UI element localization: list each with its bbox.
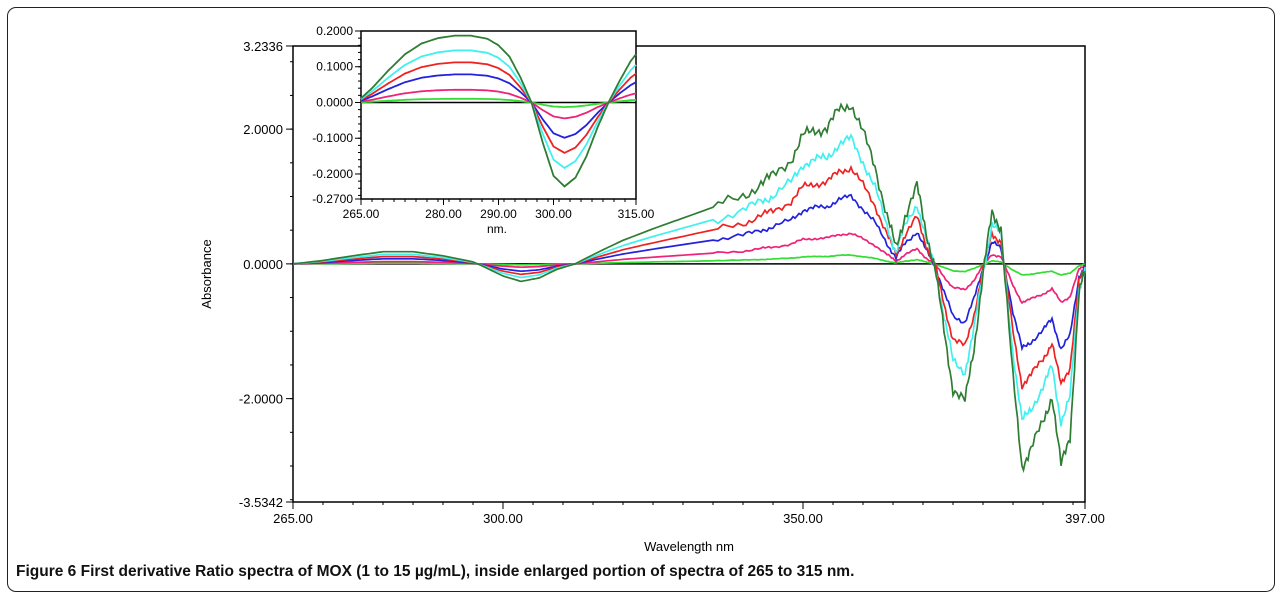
inset-series-line-5 xyxy=(360,88,637,120)
inset-series-group xyxy=(360,34,637,188)
inset-y-tick-label: 0.1000 xyxy=(316,60,353,74)
inset-y-tick-label: -0.2000 xyxy=(312,167,353,181)
x-tick-label: 397.00 xyxy=(1065,511,1105,526)
inset-series-line-4 xyxy=(360,73,637,139)
inset-y-tick-label: -0.2700 xyxy=(312,192,353,206)
inset-series-line-6 xyxy=(360,97,637,109)
y-tick-label: 3.2336 xyxy=(243,39,283,54)
caption-label: Figure 6 xyxy=(16,563,77,580)
main-plot: 265.00 300.00 350.00 397.00 3.2336 2.0000 0.0… xyxy=(199,39,1105,554)
x-tick-label: 265.00 xyxy=(273,511,313,526)
main-y-axis: 3.2336 2.0000 0.0000 -2.0000 -3.5342 xyxy=(239,39,293,510)
inset-x-axis-label: nm. xyxy=(487,222,507,236)
inset-series-line-1 xyxy=(360,34,637,188)
series-line-6 xyxy=(292,254,1085,276)
y-tick-label: 0.0000 xyxy=(243,257,283,272)
series-line-1 xyxy=(292,102,1086,474)
inset-x-tick-label: 290.00 xyxy=(480,207,517,221)
inset-x-tick-label: 315.00 xyxy=(618,207,655,221)
y-axis-label: Absorbance xyxy=(199,239,214,308)
inset-x-tick-label: 265.00 xyxy=(343,207,380,221)
y-tick-label: -2.0000 xyxy=(239,392,283,407)
inset-y-tick-label: -0.1000 xyxy=(312,131,353,145)
inset-x-tick-label: 280.00 xyxy=(425,207,462,221)
main-series-group xyxy=(292,102,1086,474)
spectra-chart: 265.00 300.00 350.00 397.00 3.2336 2.0000 0.0… xyxy=(199,24,1105,554)
inset-x-tick-label: 300.00 xyxy=(535,207,572,221)
inset-y-axis: 0.2000 0.1000 0.0000 -0.1000 -0.2000 -0.2700 xyxy=(312,24,361,206)
figure-caption: Figure 6 First derivative Ratio spectra … xyxy=(16,563,854,581)
inset-series-line-2 xyxy=(360,49,637,170)
series-line-3 xyxy=(292,164,1086,390)
series-line-4 xyxy=(292,193,1086,352)
y-tick-label: 2.0000 xyxy=(243,122,283,137)
x-tick-label: 300.00 xyxy=(483,511,523,526)
inset-plot: 265.00 280.00 290.00 300.00 315.00 0.2000 0.1… xyxy=(312,24,654,236)
x-tick-label: 350.00 xyxy=(783,511,823,526)
x-axis-label: Wavelength nm xyxy=(644,539,734,554)
main-x-axis: 265.00 300.00 350.00 397.00 xyxy=(273,502,1105,526)
caption-text: First derivative Ratio spectra of MOX (1… xyxy=(80,563,855,580)
y-tick-label: -3.5342 xyxy=(239,495,283,510)
inset-series-line-3 xyxy=(360,61,637,154)
inset-y-tick-label: 0.2000 xyxy=(316,24,353,38)
inset-x-axis: 265.00 280.00 290.00 300.00 315.00 xyxy=(343,199,655,221)
inset-y-tick-label: 0.0000 xyxy=(316,95,353,109)
series-line-5 xyxy=(292,232,1086,305)
